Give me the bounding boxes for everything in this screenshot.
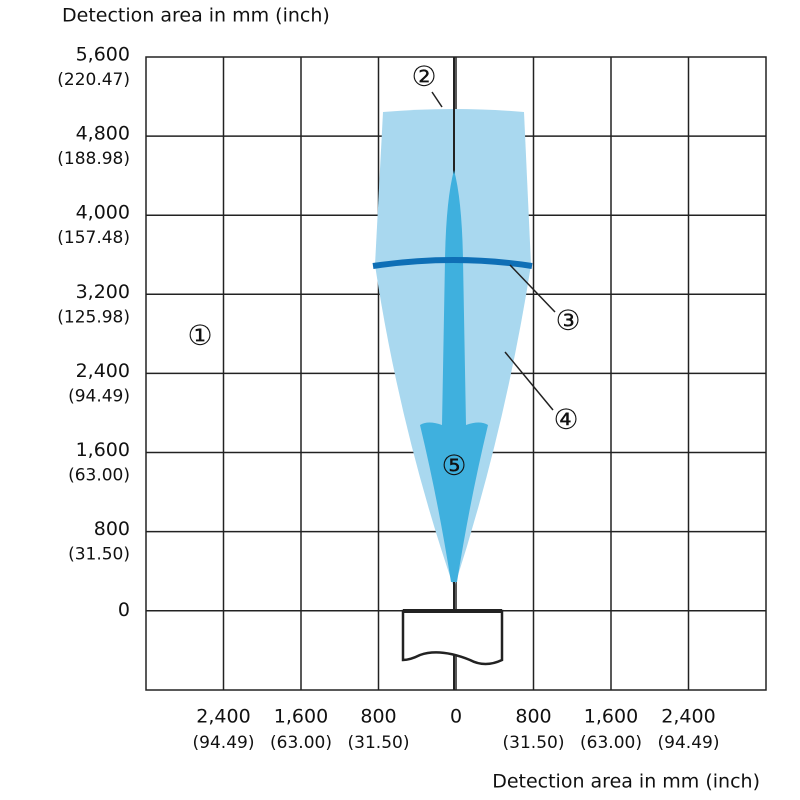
y-tick-label: 0 xyxy=(118,599,130,621)
arrow xyxy=(420,170,488,582)
y-axis-title: Detection area in mm (inch) xyxy=(62,5,330,27)
range-arc xyxy=(372,257,533,269)
x-tick-sub: (31.50) xyxy=(348,733,410,753)
y-tick-label: 3,200 xyxy=(76,281,130,303)
y-tick-sub: (188.98) xyxy=(57,149,130,169)
y-tick-label: 5,600 xyxy=(76,44,130,66)
x-tick-sub: (63.00) xyxy=(270,733,332,753)
callout: ① xyxy=(187,319,212,352)
x-tick-label: 2,400 xyxy=(196,706,250,728)
leader xyxy=(431,91,443,108)
y-tick-sub: (220.47) xyxy=(57,70,130,90)
y-tick-label: 1,600 xyxy=(76,439,130,461)
leader xyxy=(504,351,554,411)
callout: ② xyxy=(411,60,436,93)
callout: ④ xyxy=(553,403,578,436)
x-tick-sub: (94.49) xyxy=(193,733,255,753)
y-tick-label: 4,800 xyxy=(76,123,130,145)
y-tick-sub: (157.48) xyxy=(57,228,130,248)
callout: ⑤ xyxy=(441,449,466,482)
y-tick-label: 2,400 xyxy=(76,360,130,382)
y-tick-sub: (63.00) xyxy=(68,466,130,486)
x-tick-label: 800 xyxy=(360,706,396,728)
y-tick-sub: (94.49) xyxy=(68,386,130,406)
y-tick-sub: (125.98) xyxy=(57,307,130,327)
x-tick-label: 800 xyxy=(515,706,551,728)
callout: ③ xyxy=(555,304,580,337)
x-tick-sub: (31.50) xyxy=(503,733,565,753)
x-axis-title: Detection area in mm (inch) xyxy=(492,771,760,793)
x-tick-label: 0 xyxy=(450,706,462,728)
leader xyxy=(509,264,556,313)
y-tick-label: 4,000 xyxy=(76,202,130,224)
grid xyxy=(146,57,766,690)
x-tick-sub: (94.49) xyxy=(658,733,720,753)
x-tick-label: 1,600 xyxy=(584,706,638,728)
x-tick-label: 2,400 xyxy=(661,706,715,728)
x-tick-sub: (63.00) xyxy=(580,733,642,753)
x-tick-label: 1,600 xyxy=(274,706,328,728)
sensor xyxy=(401,609,504,666)
y-tick-label: 800 xyxy=(94,518,130,540)
y-tick-sub: (31.50) xyxy=(68,545,130,565)
